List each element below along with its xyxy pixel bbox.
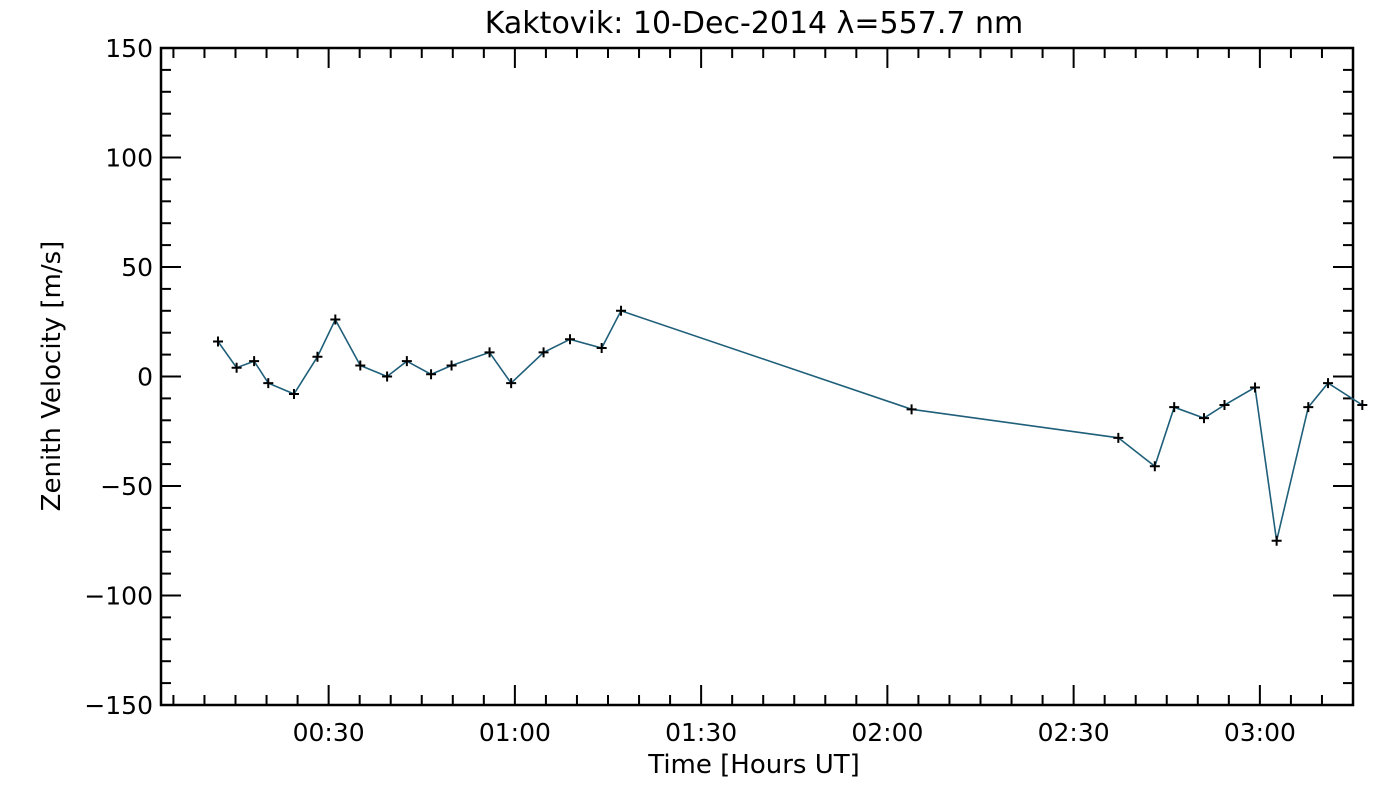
data-point — [1149, 461, 1160, 472]
data-point — [565, 334, 576, 345]
data-point — [506, 378, 517, 389]
data-point — [288, 389, 299, 400]
y-tick-label: 0 — [137, 363, 153, 392]
data-point — [1169, 402, 1180, 413]
data-point — [212, 336, 223, 347]
data-point — [1113, 432, 1124, 443]
y-tick-label: 150 — [105, 34, 153, 63]
x-axis-title: Time [Hours UT] — [647, 750, 860, 780]
x-tick-label: 03:00 — [1224, 718, 1296, 747]
y-tick-label: −100 — [84, 582, 153, 611]
series-layer — [212, 305, 1368, 546]
data-point — [312, 351, 323, 362]
y-tick-label: 50 — [121, 253, 153, 282]
data-point — [1271, 535, 1282, 546]
x-tick-label: 01:00 — [479, 718, 551, 747]
data-point — [231, 362, 242, 373]
y-tick-label: 100 — [105, 144, 153, 173]
data-point — [538, 347, 549, 358]
x-tick-label: 02:30 — [1038, 718, 1110, 747]
data-point — [616, 305, 627, 316]
plot-frame — [159, 46, 1355, 707]
y-axis-title: Zenith Velocity [m/s] — [37, 241, 67, 512]
data-point — [1323, 378, 1334, 389]
y-axis: 150 100 50 0 −50 −100 −150 — [84, 34, 1353, 720]
data-point — [1219, 399, 1230, 410]
data-point — [1250, 382, 1261, 393]
data-point — [249, 356, 260, 367]
data-point — [446, 360, 457, 371]
chart-title: Kaktovik: 10-Dec-2014 λ=557.7 nm — [485, 6, 1023, 41]
data-point — [401, 356, 412, 367]
x-tick-label: 02:00 — [851, 718, 923, 747]
data-point — [484, 347, 495, 358]
series-line — [217, 309, 1363, 541]
x-axis: 00:30 01:00 01:30 02:00 02:30 03:00 — [172, 48, 1354, 747]
data-point — [1303, 402, 1314, 413]
data-point — [263, 378, 274, 389]
data-point — [1357, 399, 1368, 410]
data-point — [1199, 413, 1209, 424]
data-point — [596, 343, 607, 354]
x-tick-label: 00:30 — [293, 718, 365, 747]
data-point — [355, 360, 366, 371]
data-point — [382, 371, 393, 382]
x-tick-label: 01:30 — [665, 718, 737, 747]
data-point — [906, 404, 917, 415]
data-point — [330, 314, 341, 325]
data-point — [426, 369, 437, 380]
y-tick-label: −150 — [84, 691, 153, 720]
y-tick-label: −50 — [100, 472, 153, 501]
